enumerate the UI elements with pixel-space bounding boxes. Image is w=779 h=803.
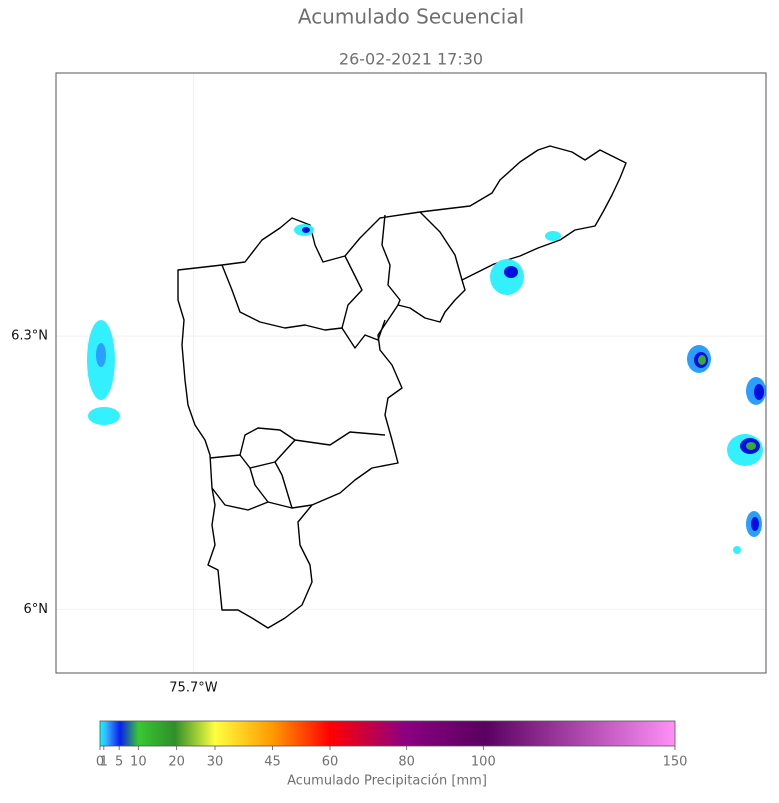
colorbar-tick-label: 0 bbox=[96, 755, 104, 770]
colorbar-tick-label: 80 bbox=[398, 755, 415, 770]
rain-cell bbox=[751, 517, 759, 531]
colorbar-tick-label: 20 bbox=[168, 755, 185, 770]
rain-cell bbox=[96, 343, 106, 367]
rain-cell bbox=[746, 442, 756, 450]
lat-label: 6°N bbox=[24, 602, 49, 617]
region-outline bbox=[177, 145, 627, 629]
internal-border bbox=[211, 487, 293, 511]
rain-cell bbox=[490, 259, 524, 295]
colorbar-tick-label: 60 bbox=[322, 755, 339, 770]
rain-cell bbox=[733, 546, 741, 554]
rain-cell bbox=[698, 355, 706, 365]
colorbar-tick-label: 10 bbox=[130, 755, 147, 770]
rain-cell bbox=[302, 227, 310, 233]
colorbar-tick-label: 1 bbox=[100, 755, 108, 770]
rain-cell bbox=[545, 231, 561, 241]
internal-border bbox=[221, 264, 386, 349]
colorbar-tick-label: 5 bbox=[115, 755, 123, 770]
colorbar-tick-label: 30 bbox=[207, 755, 224, 770]
internal-border bbox=[209, 431, 386, 469]
rain-cell bbox=[88, 407, 120, 425]
title: Acumulado Secuencial bbox=[298, 5, 524, 29]
grid bbox=[56, 73, 766, 673]
internal-border bbox=[341, 255, 363, 329]
internal-border bbox=[381, 214, 401, 306]
rain-cell bbox=[754, 384, 764, 400]
map-frame bbox=[55, 72, 767, 674]
colorbar-label: Acumulado Precipitación [mm] bbox=[287, 774, 487, 789]
colorbar-tick-label: 100 bbox=[471, 755, 496, 770]
subtitle: 26-02-2021 17:30 bbox=[339, 50, 483, 69]
rain-cells bbox=[87, 224, 766, 554]
boundaries bbox=[177, 145, 627, 629]
internal-border bbox=[419, 211, 463, 281]
internal-border bbox=[239, 427, 296, 456]
internal-border bbox=[274, 461, 313, 509]
lat-label: 6.3°N bbox=[11, 329, 48, 344]
lon-label: 75.7°W bbox=[169, 681, 217, 696]
colorbar-tick-label: 150 bbox=[663, 755, 688, 770]
colorbar bbox=[99, 720, 676, 747]
colorbar-tick-label: 45 bbox=[264, 755, 281, 770]
rain-cell bbox=[504, 266, 518, 278]
internal-border bbox=[249, 467, 269, 503]
